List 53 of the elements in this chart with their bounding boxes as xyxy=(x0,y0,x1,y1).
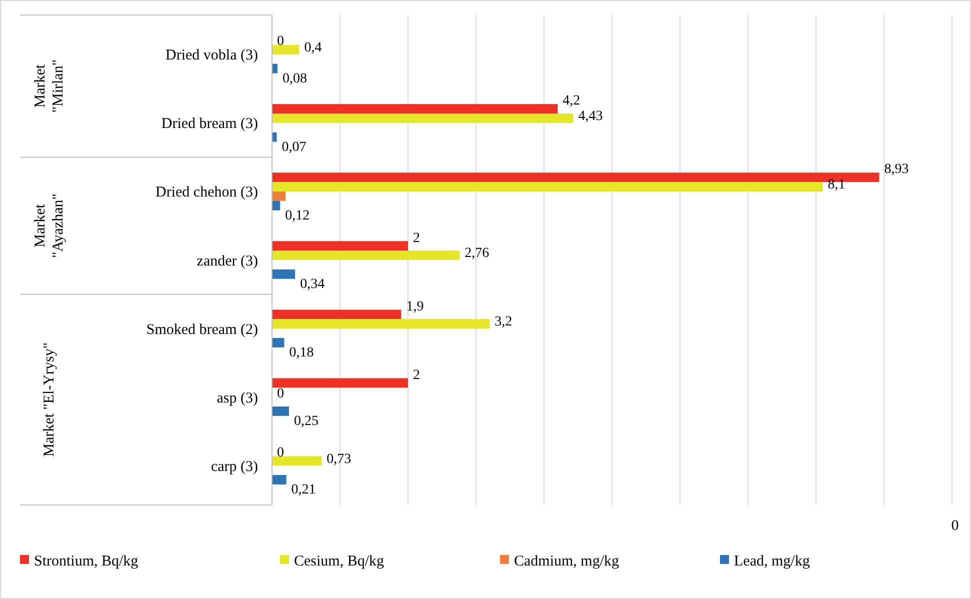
data-label: 0 xyxy=(277,386,284,402)
y-tick-label: carp (3) xyxy=(210,458,258,475)
data-label: 4,43 xyxy=(578,109,603,124)
text: 0 xyxy=(951,518,959,534)
data-label: 0,4 xyxy=(304,40,322,56)
data-label: 0 xyxy=(277,34,284,50)
bar xyxy=(272,104,558,114)
bar xyxy=(272,456,322,466)
bar xyxy=(272,269,296,279)
y-tick-label: Smoked bream (2) xyxy=(146,322,258,338)
data-label: 1,9 xyxy=(406,299,424,314)
data-label: 3,2 xyxy=(494,314,512,330)
data-label: 0,25 xyxy=(294,414,318,430)
bar xyxy=(272,200,280,210)
bar xyxy=(272,475,286,484)
y-tick-label: Dried vobla (3) xyxy=(166,48,258,64)
bar xyxy=(272,191,286,201)
legend-label: Lead, mg/kg xyxy=(734,553,810,570)
bar xyxy=(272,64,278,74)
data-label: 0,34 xyxy=(300,277,325,292)
bar xyxy=(272,338,284,348)
legend-label: Cadmium, mg/kg xyxy=(514,553,620,570)
bar xyxy=(272,378,408,388)
bar xyxy=(272,241,408,251)
text: Market "Mirlan" xyxy=(32,60,66,113)
bar xyxy=(272,406,289,416)
data-label: 2,76 xyxy=(464,246,490,262)
bar xyxy=(272,44,300,54)
data-label: 0,12 xyxy=(285,208,310,224)
data-label: 0,73 xyxy=(326,452,352,467)
y-tick-label: Dried chehon (3) xyxy=(156,184,258,201)
text: Market "El-Yrysy" xyxy=(41,342,58,457)
data-label: 2 xyxy=(413,230,420,246)
bar xyxy=(272,250,460,260)
data-label: 8,1 xyxy=(828,178,846,193)
bar xyxy=(272,182,823,192)
data-label: 0,07 xyxy=(282,140,306,155)
bar xyxy=(272,319,490,329)
data-label: 4,2 xyxy=(562,94,580,109)
data-label: 0,21 xyxy=(291,482,316,498)
y-tick-label: Dried bream (3) xyxy=(161,116,258,132)
bar xyxy=(272,310,402,320)
text: Market "Ayazhan" xyxy=(32,194,66,258)
bar xyxy=(272,114,574,123)
legend-label: Cesium, Bq/kg xyxy=(294,553,385,570)
legend-label: Strontium, Bq/kg xyxy=(34,553,139,570)
data-label: 8,93 xyxy=(884,162,909,178)
data-label: 2 xyxy=(413,368,420,383)
data-label: 0,08 xyxy=(282,71,307,86)
data-label: 0,18 xyxy=(289,346,314,361)
bar xyxy=(272,132,277,142)
y-tick-label: asp (3) xyxy=(216,390,258,406)
y-tick-label: zander (3) xyxy=(196,253,258,270)
